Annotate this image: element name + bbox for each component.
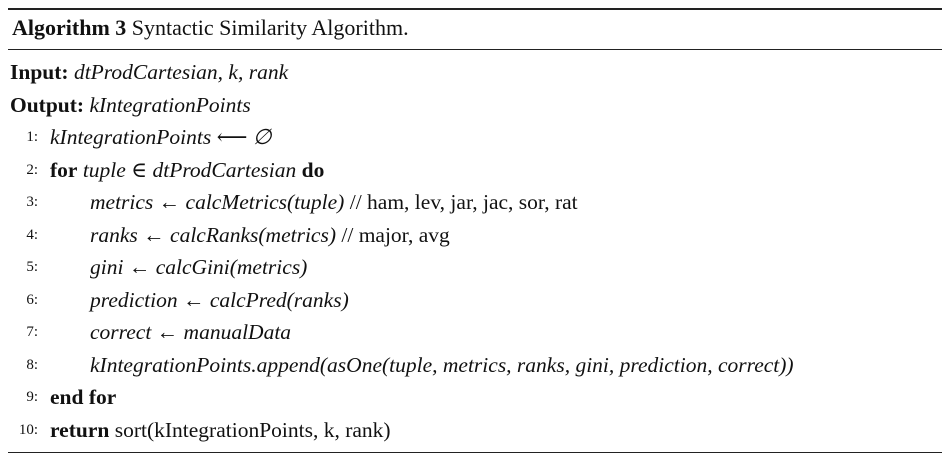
algorithm-box: Algorithm 3 Syntactic Similarity Algorit…: [8, 0, 942, 453]
algorithm-body: Input: dtProdCartesian, k, rank Output: …: [8, 50, 942, 446]
line-comment: // ham, lev, jar, jac, sor, rat: [349, 190, 578, 214]
algorithm-title: Syntactic Similarity Algorithm.: [131, 15, 409, 40]
algorithm-line-5: 5: gini ← calcGini(metrics): [8, 251, 942, 284]
algorithm-line-10: 10: return sort(kIntegrationPoints, k, r…: [8, 414, 942, 447]
algorithm-caption: Algorithm 3 Syntactic Similarity Algorit…: [8, 10, 942, 43]
input-value: dtProdCartesian, k, rank: [73, 60, 289, 84]
line-number: 1:: [26, 129, 38, 145]
algorithm-line-7: 7: correct ← manualData: [8, 316, 942, 349]
line-code: tuple ∈ dtProdCartesian: [82, 157, 297, 182]
line-number: 3:: [26, 194, 38, 210]
line-code: gini ← calcGini(metrics): [90, 255, 308, 279]
algorithm-line-9: 9: end for: [8, 381, 942, 414]
algorithm-label: Algorithm 3: [12, 15, 127, 40]
algorithm-line-2: 2: for tuple ∈ dtProdCartesian do: [8, 154, 942, 187]
line-number: 7:: [26, 324, 38, 340]
for-keyword: for: [50, 157, 78, 182]
line-code: correct ← manualData: [90, 320, 292, 344]
line-number: 5:: [26, 259, 38, 275]
output-label: Output:: [10, 92, 85, 117]
algorithm-line-1: 1: kIntegrationPoints ⟵ ∅: [8, 121, 942, 154]
output-line: Output: kIntegrationPoints: [8, 89, 942, 122]
line-number: 2:: [26, 161, 38, 178]
line-code: metrics ← calcMetrics(tuple): [90, 190, 345, 214]
line-comment: // major, avg: [341, 222, 450, 247]
line-code: kIntegrationPoints ⟵ ∅: [50, 125, 272, 149]
line-code: prediction ← calcPred(ranks): [90, 287, 349, 312]
return-keyword: return: [50, 417, 110, 442]
do-keyword: do: [301, 157, 325, 182]
algorithm-line-6: 6: prediction ← calcPred(ranks): [8, 284, 942, 317]
line-number: 6:: [26, 291, 38, 308]
line-number: 8:: [26, 356, 38, 373]
line-number: 4:: [26, 226, 38, 243]
line-code: sort(kIntegrationPoints, k, rank): [114, 417, 391, 442]
line-code: kIntegrationPoints.append(asOne(tuple, m…: [90, 352, 794, 377]
algorithm-line-4: 4: ranks ← calcRanks(metrics) // major, …: [8, 219, 942, 252]
input-line: Input: dtProdCartesian, k, rank: [8, 56, 942, 89]
caption-rule: [8, 49, 942, 50]
algorithm-line-8: 8: kIntegrationPoints.append(asOne(tuple…: [8, 349, 942, 382]
line-number: 9:: [26, 389, 38, 405]
end-for-keyword: end for: [50, 385, 117, 409]
algorithm-line-3: 3: metrics ← calcMetrics(tuple) // ham, …: [8, 186, 942, 219]
top-rule: [8, 8, 942, 10]
line-code: ranks ← calcRanks(metrics): [90, 222, 336, 247]
line-number: 10:: [18, 421, 38, 438]
output-value: kIntegrationPoints: [89, 92, 251, 117]
input-label: Input:: [10, 60, 69, 84]
